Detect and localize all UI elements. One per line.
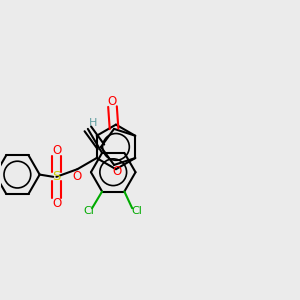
Text: O: O	[72, 169, 81, 182]
Text: S: S	[52, 170, 61, 183]
Text: O: O	[112, 165, 121, 178]
Text: H: H	[88, 118, 97, 128]
Text: O: O	[52, 144, 61, 157]
Text: O: O	[52, 197, 61, 210]
Text: O: O	[107, 95, 116, 108]
Text: Cl: Cl	[83, 206, 94, 216]
Text: Cl: Cl	[131, 206, 142, 216]
